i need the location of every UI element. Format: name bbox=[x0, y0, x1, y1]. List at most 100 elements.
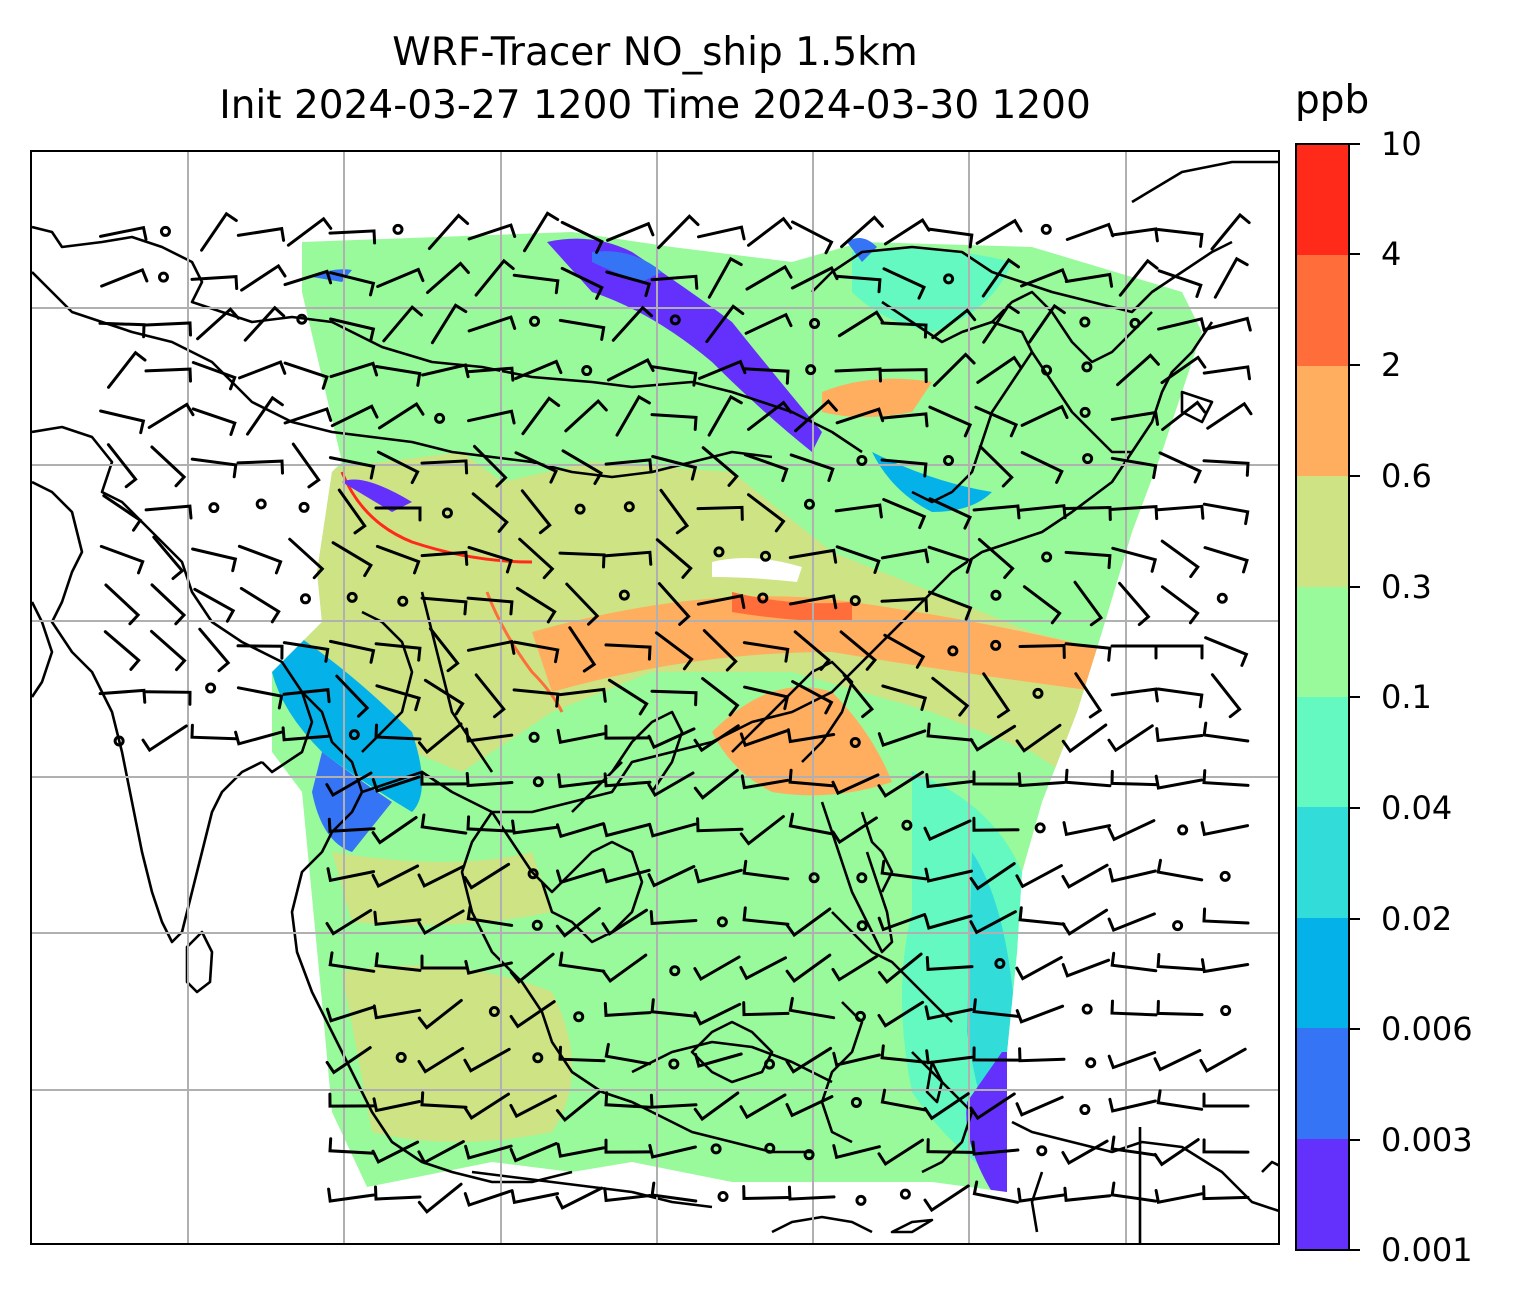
wind-barb bbox=[882, 498, 927, 530]
wind-barb bbox=[474, 673, 506, 719]
calm-wind-circle bbox=[573, 1011, 585, 1023]
wind-barb bbox=[511, 819, 560, 835]
wind-barb bbox=[1156, 1089, 1204, 1111]
colorbar-tick-label: 0.04 bbox=[1381, 789, 1453, 827]
wind-barb bbox=[972, 504, 1021, 520]
wind-barb bbox=[701, 677, 740, 717]
wind-barb bbox=[1157, 269, 1203, 298]
wind-barb bbox=[605, 270, 652, 298]
wind-barb bbox=[1107, 724, 1154, 753]
colorbar-tick bbox=[1350, 253, 1360, 255]
wind-barb bbox=[372, 1097, 421, 1113]
wind-barb bbox=[649, 910, 698, 926]
wind-barb bbox=[601, 908, 648, 936]
wind-barb bbox=[560, 266, 604, 300]
wind-barb bbox=[877, 770, 925, 798]
wind-barb bbox=[1061, 958, 1111, 978]
wind-barb bbox=[374, 723, 422, 741]
colorbar-segment bbox=[1297, 1028, 1348, 1139]
wind-barb bbox=[657, 582, 691, 626]
wind-barb bbox=[1156, 953, 1204, 971]
wind-barb bbox=[283, 407, 333, 425]
calm-wind-circle bbox=[527, 868, 539, 880]
wind-barb bbox=[742, 906, 790, 926]
wind-barb bbox=[331, 541, 373, 578]
wind-barb bbox=[509, 952, 555, 984]
colorbar-tick bbox=[1350, 807, 1360, 809]
wind-barb bbox=[555, 1090, 601, 1123]
wind-barb bbox=[1064, 505, 1112, 521]
wind-barb bbox=[924, 867, 973, 883]
wind-barb bbox=[464, 959, 513, 975]
wind-barb bbox=[788, 996, 836, 1020]
wind-barb bbox=[602, 822, 651, 838]
wind-barb bbox=[1156, 858, 1204, 882]
wind-barb bbox=[417, 998, 463, 1030]
wind-barb bbox=[556, 822, 605, 839]
wind-barb bbox=[329, 361, 379, 379]
wind-barb bbox=[655, 538, 693, 579]
wind-barb bbox=[328, 1137, 376, 1155]
wind-barb bbox=[150, 445, 187, 488]
wind-barb bbox=[884, 218, 931, 246]
calm-wind-circle bbox=[1041, 364, 1053, 376]
wind-barb bbox=[555, 1186, 604, 1210]
wind-barb bbox=[329, 271, 376, 297]
wind-barb bbox=[791, 680, 834, 715]
wind-barb bbox=[98, 321, 146, 339]
wind-barb bbox=[1213, 256, 1249, 299]
wind-barb bbox=[1108, 867, 1157, 883]
wind-barb bbox=[144, 690, 192, 706]
wind-barb bbox=[607, 678, 649, 716]
wind-barb bbox=[466, 366, 515, 382]
wind-barb bbox=[880, 597, 929, 613]
calm-wind-circle bbox=[947, 645, 959, 657]
calm-wind-circle bbox=[850, 1096, 862, 1108]
wind-barb bbox=[417, 1046, 465, 1074]
calm-wind-circle bbox=[529, 315, 541, 327]
colorbar-tick-label: 0.003 bbox=[1381, 1121, 1473, 1159]
calm-wind-circle bbox=[531, 919, 543, 931]
calm-wind-circle bbox=[581, 365, 593, 377]
colorbar-tick bbox=[1350, 696, 1360, 698]
wind-barb bbox=[514, 359, 563, 380]
wind-barb bbox=[650, 413, 698, 431]
calm-wind-circle bbox=[849, 595, 861, 607]
wind-barb bbox=[1202, 365, 1251, 381]
colorbar-segment bbox=[1297, 696, 1348, 808]
colorbar-tick-label: 0.006 bbox=[1381, 1010, 1473, 1048]
calm-wind-circle bbox=[994, 957, 1006, 969]
wind-barb bbox=[1210, 673, 1242, 719]
wind-barb bbox=[926, 722, 974, 742]
wind-barb bbox=[604, 458, 653, 474]
wind-barb bbox=[793, 630, 831, 671]
wind-barb bbox=[648, 822, 697, 838]
colorbar-segment bbox=[1297, 365, 1348, 477]
calm-wind-circle bbox=[849, 736, 861, 748]
wind-barb bbox=[374, 952, 422, 972]
colorbar-tick-label: 4 bbox=[1381, 235, 1402, 273]
wind-barb bbox=[106, 443, 138, 489]
calm-wind-circle bbox=[255, 498, 267, 510]
wind-barb bbox=[835, 545, 881, 574]
wind-barb bbox=[611, 305, 654, 342]
colorbar-segment bbox=[1297, 917, 1348, 1029]
wind-barb bbox=[239, 586, 281, 624]
wind-barb bbox=[107, 350, 147, 389]
wind-barb bbox=[840, 215, 884, 249]
wind-barb bbox=[430, 303, 468, 345]
wind-barb bbox=[747, 400, 793, 431]
wind-barb bbox=[1061, 908, 1109, 936]
wind-barb bbox=[880, 368, 928, 384]
wind-barb bbox=[288, 537, 325, 580]
wind-barb bbox=[1107, 1051, 1157, 1070]
wind-barb bbox=[1018, 1047, 1066, 1063]
wind-barb bbox=[512, 273, 560, 295]
wind-barb bbox=[693, 1002, 742, 1026]
wind-barb bbox=[742, 1185, 790, 1201]
wind-barb bbox=[463, 1047, 511, 1073]
wind-barb bbox=[1202, 769, 1250, 787]
wind-barb bbox=[880, 859, 928, 881]
wind-barb bbox=[509, 1142, 558, 1163]
wind-barb bbox=[103, 630, 141, 671]
